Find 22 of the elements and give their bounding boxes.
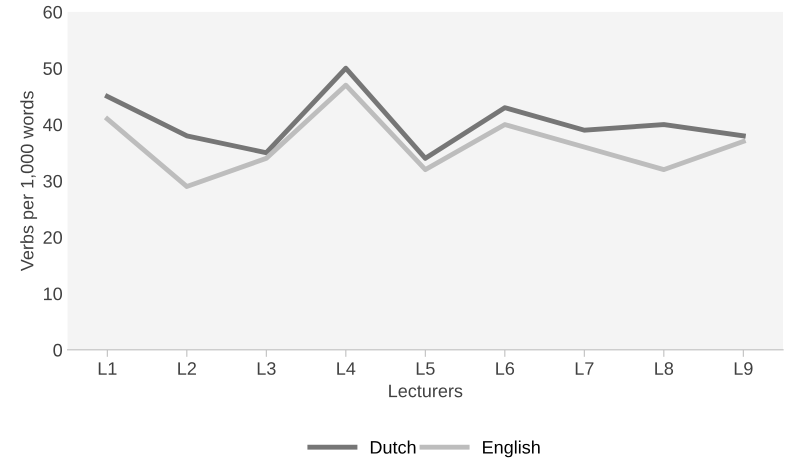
y-tick-label: 40 (43, 118, 62, 132)
x-axis-title: Lecturers (389, 384, 462, 398)
y-tick-label: 50 (43, 62, 62, 75)
legend-label: Dutch (370, 440, 416, 454)
x-tick-label: L5 (416, 362, 435, 375)
x-tick-label: L7 (576, 362, 594, 375)
y-axis-title: Verbs per 1,000 words (20, 91, 38, 272)
x-tick-label: L6 (496, 362, 514, 375)
x-tick-label: L8 (655, 362, 674, 375)
line-series (104, 66, 746, 161)
x-tick-label: L3 (258, 362, 276, 375)
y-tick-label: 10 (44, 287, 62, 300)
y-tick-label: 0 (53, 344, 62, 357)
y-tick-label: 60 (44, 6, 62, 19)
x-tick-label: L4 (337, 362, 356, 375)
x-tick-label: L1 (98, 362, 116, 375)
y-tick-label: 30 (43, 174, 62, 188)
x-tick-label: L2 (178, 362, 196, 375)
y-tick-label: 20 (44, 231, 62, 244)
line-series (104, 82, 746, 189)
legend-label: English (483, 440, 540, 458)
x-tick-label: L9 (734, 362, 753, 375)
